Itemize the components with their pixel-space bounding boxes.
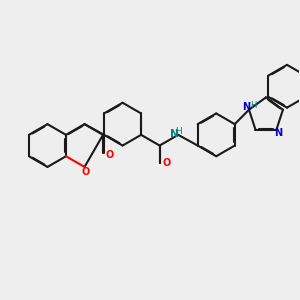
Text: H: H (250, 101, 256, 110)
Text: N: N (274, 128, 282, 138)
Text: N: N (243, 102, 251, 112)
Text: H: H (175, 127, 181, 136)
Text: O: O (106, 149, 114, 160)
Text: O: O (82, 167, 90, 177)
Text: N: N (170, 129, 179, 139)
Text: O: O (162, 158, 170, 168)
